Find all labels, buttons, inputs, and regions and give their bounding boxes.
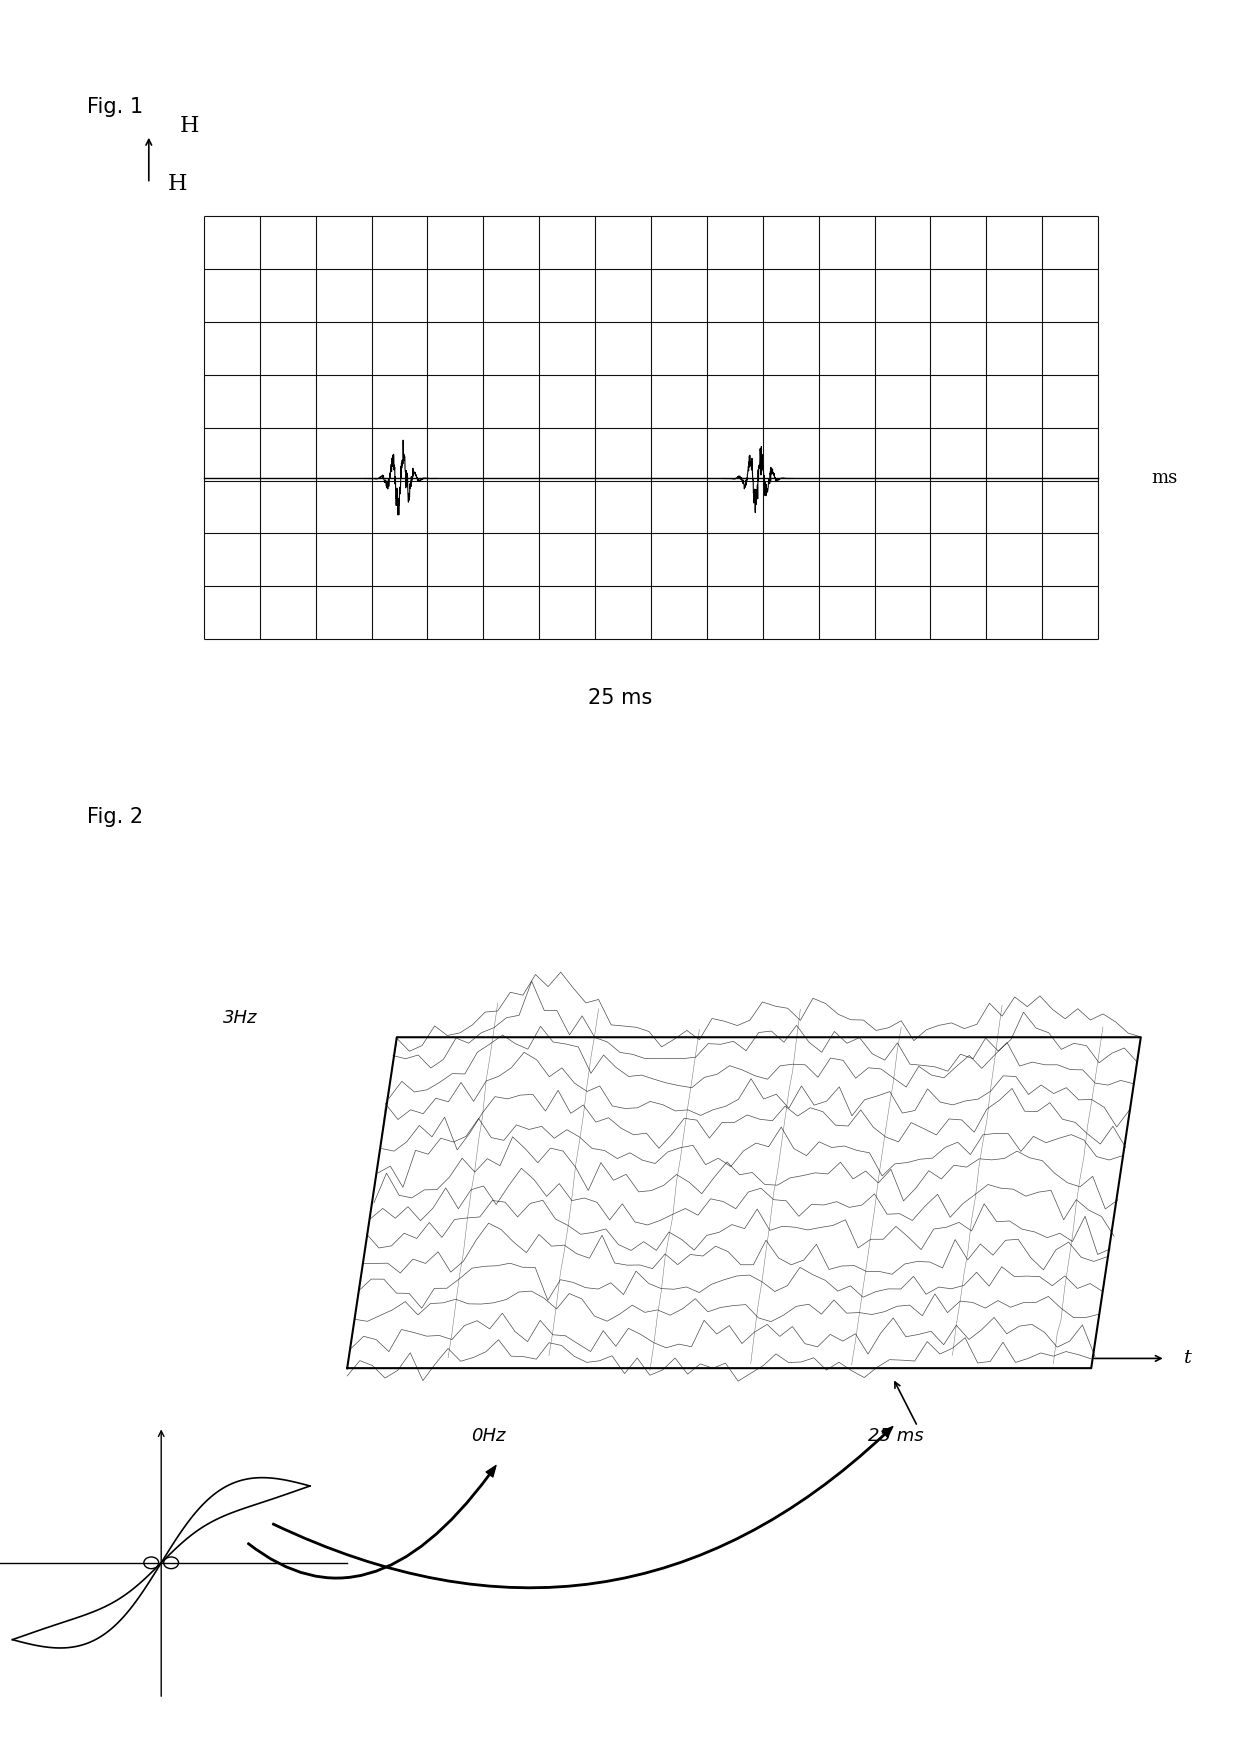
Text: H: H: [169, 174, 187, 195]
FancyArrowPatch shape: [273, 1427, 893, 1589]
Text: 25 ms: 25 ms: [868, 1427, 924, 1446]
Text: Fig. 1: Fig. 1: [87, 97, 143, 116]
Text: ms: ms: [1152, 469, 1178, 487]
FancyArrowPatch shape: [248, 1465, 496, 1578]
Text: 0Hz: 0Hz: [471, 1427, 506, 1446]
Text: 3Hz: 3Hz: [223, 1008, 258, 1027]
Text: H: H: [180, 115, 200, 137]
Text: 25 ms: 25 ms: [588, 688, 652, 707]
Text: t: t: [1184, 1349, 1192, 1368]
Text: Fig. 2: Fig. 2: [87, 806, 143, 827]
